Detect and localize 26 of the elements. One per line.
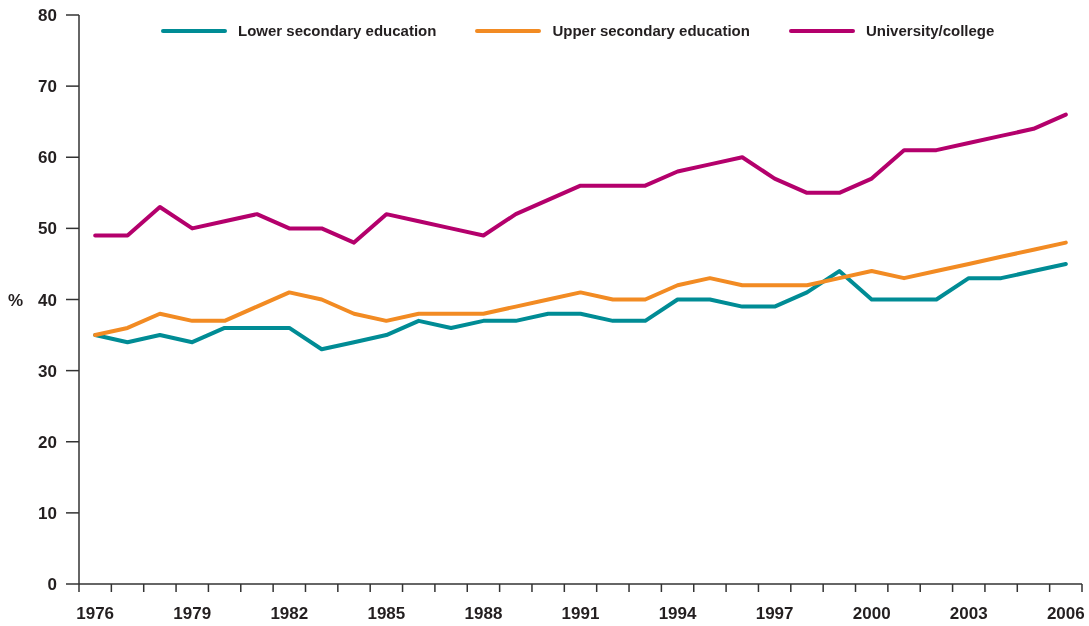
y-tick-label: 0 [47,575,57,595]
x-tick-label: 2006 [1046,604,1085,623]
y-tick-label: 80 [38,6,57,26]
x-tick-label: 1982 [270,604,309,623]
line-series [93,240,1068,338]
y-tick-label: 40 [38,290,57,310]
y-tick-label: 50 [38,219,57,239]
legend-label: Lower secondary education [238,22,437,39]
x-tick-label: 2003 [949,604,988,623]
y-tick-label: 60 [38,148,57,168]
y-tick-label: 10 [38,503,57,523]
y-axis-title: % [8,290,24,309]
x-tick-label: 1991 [561,604,600,623]
y-tick-label: 20 [38,432,57,452]
x-tick-label: 1997 [755,604,794,623]
x-tick-label: 1985 [367,604,406,623]
x-tick-label: 1976 [76,604,115,623]
line-series [93,112,1068,245]
x-tick-label: 1979 [173,604,212,623]
x-tick-label: 1988 [464,604,503,623]
y-tick-label: 70 [38,77,57,97]
legend-label: Upper secondary education [552,22,750,39]
y-tick-label: 30 [38,361,57,381]
legend-label: University/college [865,22,995,39]
x-tick-label: 2000 [852,604,891,623]
x-tick-label: 1994 [658,604,698,623]
